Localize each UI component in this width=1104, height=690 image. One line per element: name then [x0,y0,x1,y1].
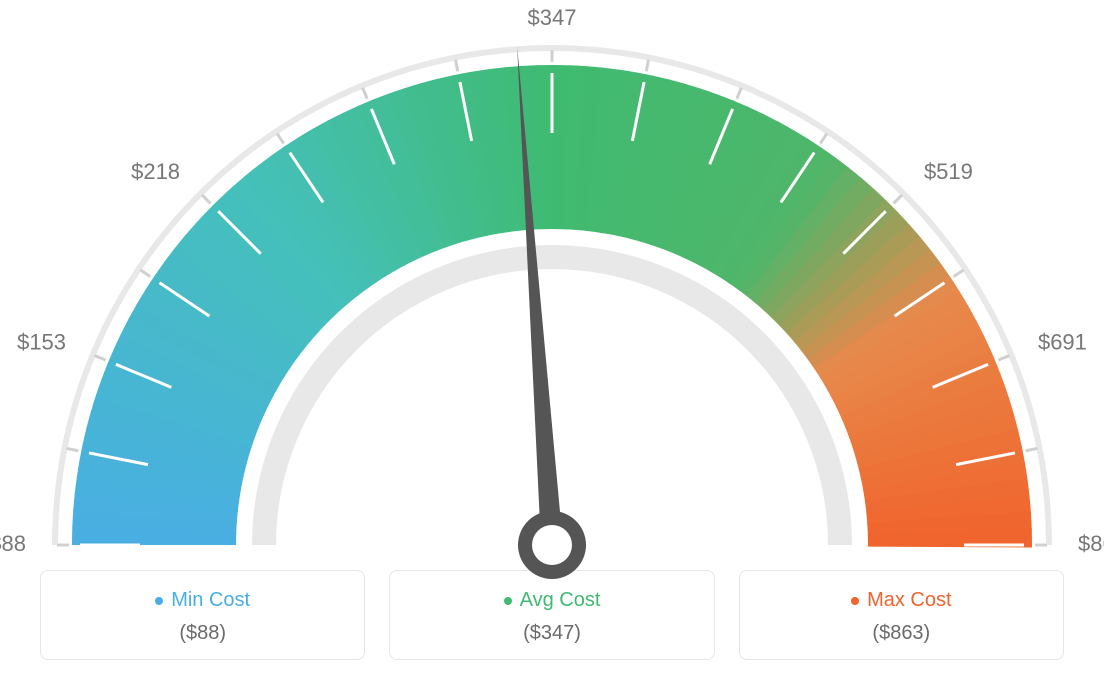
scale-label: $863 [1078,531,1104,556]
gauge-svg: $88 $153 $218 $347 $519 $691 $863 [0,0,1104,600]
scale-label: $153 [17,330,66,355]
legend-value-max: ($863) [752,622,1051,645]
scale-label: $218 [131,159,180,184]
scale-label: $88 [0,531,26,556]
scale-label: $347 [528,5,577,30]
gauge-area: $88 $153 $218 $347 $519 $691 $863 [0,0,1104,560]
scale-label: $519 [924,159,973,184]
scale-label: $691 [1038,330,1087,355]
cost-gauge-widget: $88$153$218$347$519$691$863 Min Cost ($8… [0,0,1104,690]
legend-value-avg: ($347) [402,622,701,645]
legend-value-min: ($88) [53,622,352,645]
